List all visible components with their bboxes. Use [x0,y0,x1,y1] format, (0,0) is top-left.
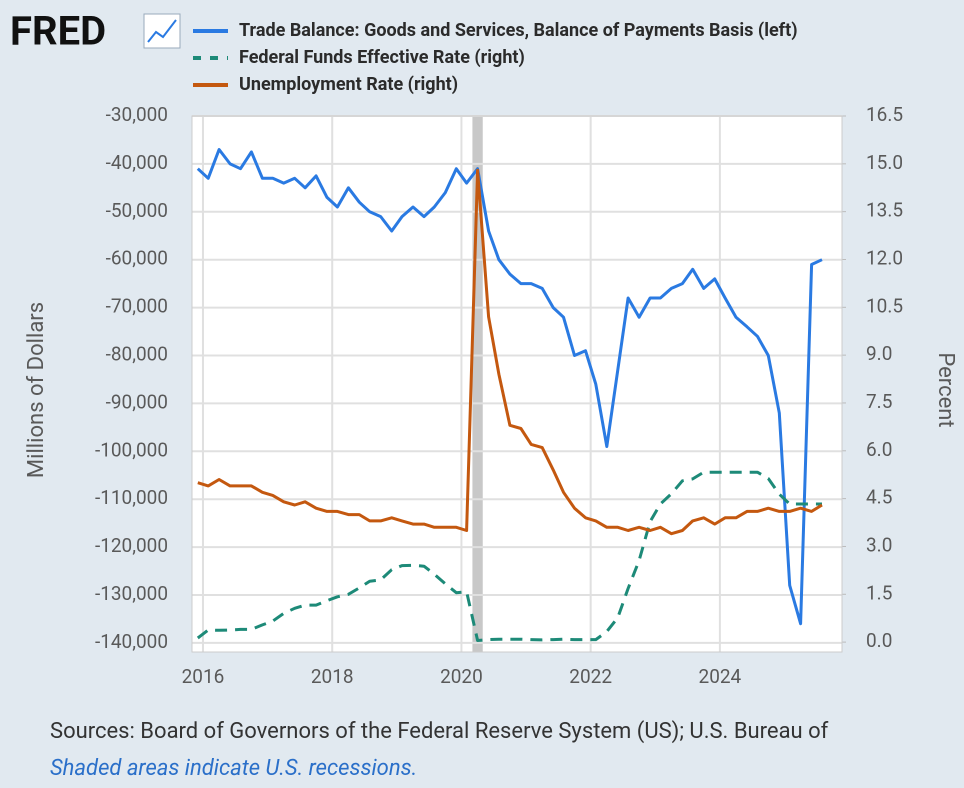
legend-label: Unemployment Rate (right) [239,74,458,95]
logo-icon-line [147,19,177,43]
y-tick-label: -60,000 [106,247,168,270]
y-tick-label: -40,000 [106,151,168,174]
y2-tick-label: 1.5 [866,581,892,604]
y-tick-label: -70,000 [106,295,168,318]
y2-tick-label: 0.0 [866,629,892,652]
y2-tick-label: 7.5 [866,390,892,413]
x-tick-label: 2016 [182,665,225,688]
y2-tick-label: 10.5 [866,294,903,317]
y-axis-label: Millions of Dollars [24,302,49,478]
x-tick-label: 2024 [699,665,742,688]
y-tick-label: -50,000 [106,199,168,222]
y-tick-label: -140,000 [95,630,168,653]
x-tick-label: 2022 [569,665,612,688]
series-line [196,148,823,626]
y2-tick-label: 12.0 [866,247,903,270]
y2-axis-label: Percent [933,352,958,427]
y-tick-label: -90,000 [106,390,168,413]
legend-label: Federal Funds Effective Rate (right) [239,47,525,68]
logo: FRED [10,8,106,55]
legend-label: Trade Balance: Goods and Services, Balan… [239,20,798,41]
note: Shaded areas indicate U.S. recessions. [50,756,417,781]
y2-tick-label: 3.0 [866,533,892,556]
logo-icon [143,13,181,49]
recession-band [472,116,483,652]
y2-tick-label: 15.0 [866,151,903,174]
x-tick-label: 2018 [311,665,354,688]
y2-tick-label: 13.5 [866,199,903,222]
y-tick-label: -80,000 [106,343,168,366]
y2-tick-label: 16.5 [866,103,903,126]
y2-tick-label: 9.0 [866,342,892,365]
plot-area [192,116,842,652]
y-tick-label: -120,000 [95,534,168,557]
y-tick-label: -130,000 [95,582,168,605]
y-tick-label: -100,000 [95,438,168,461]
series-line [197,168,823,536]
y2-tick-label: 4.5 [866,486,892,509]
sources: Sources: Board of Governors of the Feder… [50,719,829,744]
y-tick-label: -30,000 [106,103,168,126]
plot-border [191,115,843,653]
legend: Trade Balance: Goods and Services, Balan… [193,20,798,95]
series-line [196,470,822,642]
y-tick-label: -110,000 [95,486,168,509]
x-tick-label: 2020 [440,665,483,688]
y2-tick-label: 6.0 [866,438,892,461]
